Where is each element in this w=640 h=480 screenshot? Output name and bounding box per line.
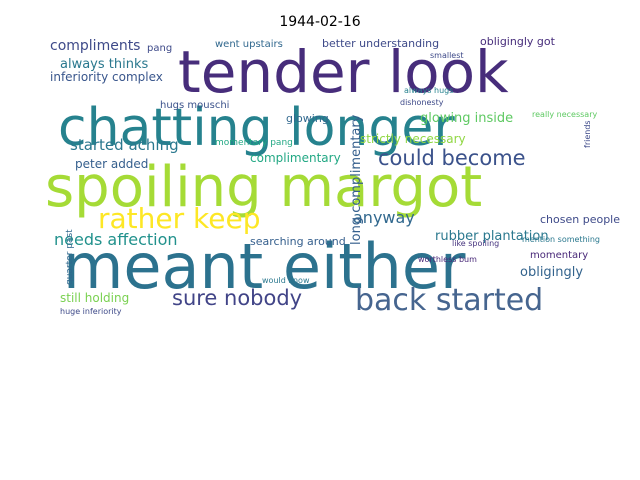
word: dishonesty	[400, 98, 444, 107]
word: would know	[262, 276, 310, 285]
word: rubber plantation	[435, 229, 549, 244]
word: huge inferiority	[60, 307, 122, 316]
word: mention something	[522, 235, 600, 244]
word: friends	[583, 120, 592, 148]
word: like spoiling	[452, 239, 499, 248]
word: started aching	[70, 136, 179, 154]
word: quarter past	[65, 229, 75, 285]
word: glowing	[286, 112, 329, 125]
word: sure nobody	[172, 286, 302, 310]
word: chosen people	[540, 213, 620, 226]
word: pang	[147, 43, 172, 54]
word: long complimentary	[349, 114, 364, 245]
word: needs affection	[54, 230, 178, 249]
word: could become	[378, 146, 526, 170]
word: smallest	[430, 51, 464, 60]
word: strictly necessary	[360, 132, 466, 146]
word: searching around	[250, 235, 346, 248]
word: peter added	[75, 157, 148, 171]
word: better understanding	[322, 37, 439, 50]
word: always hugs	[404, 86, 453, 95]
word: still holding	[60, 291, 129, 305]
cloud-area	[45, 35, 605, 320]
word: glowing inside	[420, 111, 513, 126]
word: worthless bum	[418, 255, 477, 264]
word: went upstairs	[215, 39, 283, 50]
chart-title: 1944-02-16	[279, 14, 360, 30]
word: hugs mouschi	[160, 100, 229, 111]
word: momentary pang	[215, 138, 293, 148]
word: really necessary	[532, 110, 598, 119]
word: inferiority complex	[50, 70, 163, 84]
word: anyway	[353, 208, 415, 227]
word: obligingly got	[480, 35, 556, 48]
word: momentary	[530, 250, 588, 261]
word: tender look	[178, 38, 509, 106]
word: rather keep	[98, 202, 260, 235]
word: always thinks	[60, 57, 148, 72]
word: obligingly	[520, 265, 583, 280]
word: compliments	[50, 38, 140, 54]
word: chatting longer	[58, 98, 455, 158]
word: complimentary	[250, 151, 341, 165]
word: meant either	[63, 230, 466, 303]
word: back started	[355, 283, 543, 318]
word: spoiling margot	[45, 155, 482, 220]
